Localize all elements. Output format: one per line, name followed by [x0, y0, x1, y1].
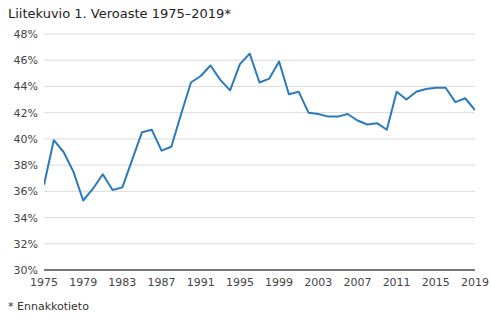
- y-tick-label: 32%: [14, 238, 38, 251]
- y-tick-label: 42%: [14, 107, 38, 120]
- grid-line: [44, 270, 475, 271]
- y-tick-label: 40%: [14, 133, 38, 146]
- x-tick-label: 1979: [69, 276, 97, 289]
- x-tick-label: 1987: [148, 276, 176, 289]
- y-tick-label: 48%: [14, 28, 38, 41]
- grid-line: [44, 34, 475, 35]
- grid-line: [44, 138, 475, 139]
- y-tick-label: 46%: [14, 54, 38, 67]
- y-grid: [44, 34, 475, 270]
- grid-line: [44, 217, 475, 218]
- grid-line: [44, 165, 475, 166]
- x-tick-label: 2015: [422, 276, 450, 289]
- x-axis-line: [44, 270, 475, 271]
- grid-line: [44, 191, 475, 192]
- data-line: [44, 54, 475, 201]
- x-tick-label: 2011: [383, 276, 411, 289]
- x-tick-label: 1975: [30, 276, 58, 289]
- x-tick-label: 1983: [108, 276, 136, 289]
- x-tick-label: 2019: [461, 276, 489, 289]
- grid-line: [44, 86, 475, 87]
- grid-line: [44, 112, 475, 113]
- grid-line: [44, 243, 475, 244]
- grid-line: [44, 60, 475, 61]
- chart: Liitekuvio 1. Veroaste 1975–2019*30%32%3…: [0, 0, 491, 320]
- x-tick-label: 1995: [226, 276, 254, 289]
- y-tick-label: 38%: [14, 159, 38, 172]
- plot-area: [44, 54, 475, 201]
- x-tick-label: 1991: [187, 276, 215, 289]
- title: Liitekuvio 1. Veroaste 1975–2019*: [8, 6, 231, 21]
- footnote: * Ennakkotieto: [8, 300, 89, 313]
- y-tick-label: 36%: [14, 185, 38, 198]
- x-tick-label: 1999: [265, 276, 293, 289]
- y-tick-label: 44%: [14, 80, 38, 93]
- x-tick-label: 2003: [304, 276, 332, 289]
- y-tick-label: 34%: [14, 212, 38, 225]
- x-tick-label: 2007: [343, 276, 371, 289]
